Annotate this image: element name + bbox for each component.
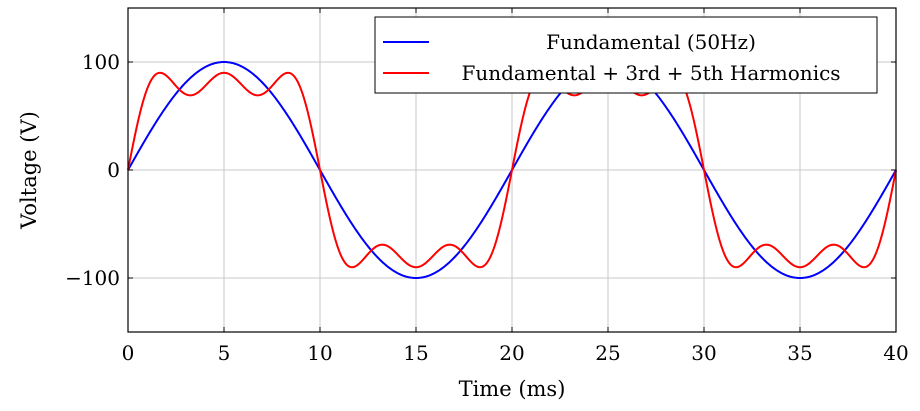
y-tick-label: 100 — [82, 50, 120, 74]
x-tick-label: 40 — [883, 341, 908, 365]
legend-label-harmonics: Fundamental + 3rd + 5th Harmonics — [461, 61, 840, 85]
y-tick-label: 0 — [107, 158, 120, 182]
legend-label-fundamental: Fundamental (50Hz) — [546, 30, 756, 54]
series-layer — [127, 61, 897, 279]
x-tick-label: 25 — [595, 341, 620, 365]
x-tick-label: 20 — [499, 341, 524, 365]
legend-box — [374, 16, 878, 94]
x-axis-label: Time (ms) — [459, 377, 566, 401]
series-line-harmonics — [127, 71, 897, 269]
x-tick-label: 15 — [403, 341, 428, 365]
tick-labels: 0 5 10 15 20 25 30 35 40 −100 0 100 — [65, 50, 909, 365]
x-tick-label: 0 — [122, 341, 135, 365]
legend: Fundamental (50Hz) Fundamental + 3rd + 5… — [374, 16, 878, 94]
ticks — [127, 8, 897, 332]
y-tick-label: −100 — [65, 266, 120, 290]
x-tick-label: 10 — [307, 341, 332, 365]
x-tick-label: 30 — [691, 341, 716, 365]
x-tick-label: 5 — [218, 341, 231, 365]
y-axis-label: Voltage (V) — [17, 111, 41, 230]
x-tick-label: 35 — [787, 341, 812, 365]
